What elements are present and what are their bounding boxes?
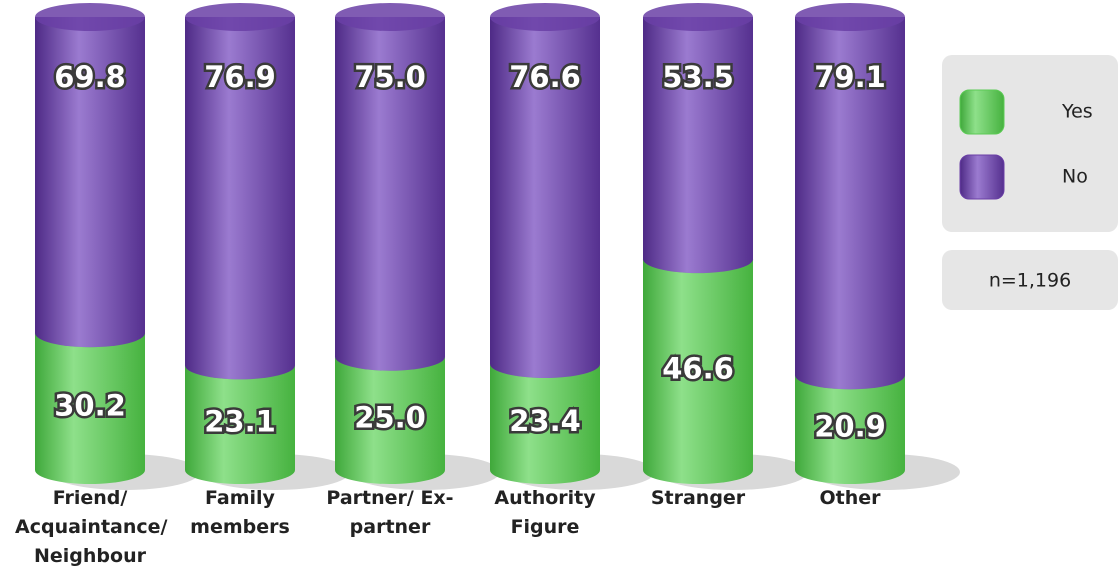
category-label: Stranger xyxy=(650,487,746,509)
legend-swatch xyxy=(959,154,1005,200)
bar-top xyxy=(335,3,445,31)
bar-top xyxy=(795,3,905,31)
bar-segment xyxy=(795,375,905,470)
bar-top xyxy=(490,3,600,31)
legend-label: Yes xyxy=(1061,101,1093,123)
value-label: 69.8 xyxy=(54,60,126,94)
value-label: 75.0 xyxy=(354,60,426,94)
bar-top xyxy=(35,3,145,31)
category-label: Authority Figure xyxy=(494,487,596,538)
value-label: 25.0 xyxy=(354,400,426,434)
value-label: 79.1 xyxy=(814,60,886,94)
bar-segment xyxy=(490,363,600,470)
category-label: Family members xyxy=(190,487,290,538)
bar-segment xyxy=(185,17,295,366)
value-label: 76.6 xyxy=(509,60,581,94)
value-label: 20.9 xyxy=(814,410,886,444)
value-label: 76.9 xyxy=(204,60,276,94)
value-label: 53.5 xyxy=(662,60,734,94)
bar-segment xyxy=(643,17,753,260)
bar-segment xyxy=(335,17,445,357)
bar-segment xyxy=(35,333,145,470)
bar-segment xyxy=(185,365,295,470)
legend-box xyxy=(942,55,1118,232)
category-label: Friend/ Acquaintance/ Neighbour xyxy=(15,487,168,567)
bar-top xyxy=(643,3,753,31)
value-label: 23.4 xyxy=(509,404,581,438)
note: n=1,196 xyxy=(989,270,1071,292)
bar-segment xyxy=(643,259,753,470)
value-label: 46.6 xyxy=(662,352,734,386)
value-label: 23.1 xyxy=(204,405,276,439)
note-box xyxy=(942,250,1118,310)
bar-segment xyxy=(795,17,905,376)
category-label: Partner/ Ex-partner xyxy=(326,487,454,538)
bar-top xyxy=(185,3,295,31)
legend-swatch xyxy=(959,89,1005,135)
bar-segment xyxy=(35,17,145,334)
bar-segment xyxy=(490,17,600,364)
value-label: 30.2 xyxy=(54,389,126,423)
bar-segment xyxy=(335,356,445,470)
legend-label: No xyxy=(1062,166,1088,188)
category-label: Other xyxy=(819,487,881,509)
